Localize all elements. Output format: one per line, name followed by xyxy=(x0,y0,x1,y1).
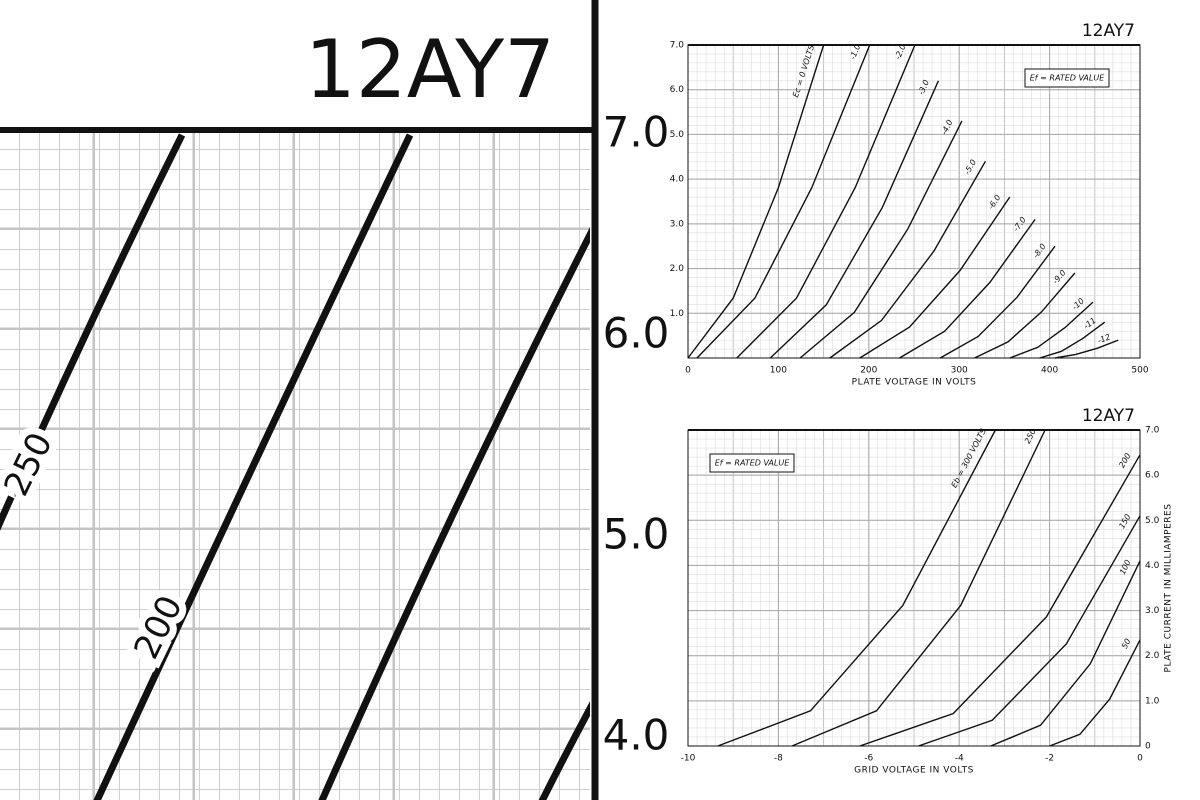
y-axis-label: PLATE CURRENT IN MILLIAMPERES xyxy=(1164,504,1174,673)
curve xyxy=(974,272,1076,359)
x-tick-label: 0 xyxy=(685,366,691,376)
zoom-curve xyxy=(538,701,590,800)
y-tick-label: 6.0 xyxy=(670,85,685,95)
annotation-box xyxy=(1024,68,1110,88)
y-tick-label: 1.0 xyxy=(1145,696,1160,706)
chart: 0 100 200 300 400 500 1.0 2.0 3.0 4.0 5.0 6.0 7.0 12A… xyxy=(670,21,1149,388)
zoom-tick-label: 4.0 xyxy=(603,711,670,760)
curve xyxy=(791,429,1046,747)
x-tick-label: 500 xyxy=(1131,366,1148,376)
curve xyxy=(696,44,871,359)
curve xyxy=(1009,301,1094,359)
curve xyxy=(859,196,1011,359)
x-tick-label: 0 xyxy=(1137,754,1143,764)
y-tick-label: 5.0 xyxy=(1145,516,1160,526)
curve xyxy=(769,80,940,359)
y-tick-label: 5.0 xyxy=(670,130,685,140)
y-tick-label: 1.0 xyxy=(670,309,685,319)
y-tick-label: 6.0 xyxy=(1145,471,1160,481)
y-tick-label: 4.0 xyxy=(1145,561,1160,571)
curve xyxy=(990,560,1141,747)
x-tick-label: -6 xyxy=(864,754,873,764)
curve xyxy=(687,44,825,359)
y-tick-label: 0 xyxy=(1145,742,1151,752)
x-tick-label: 100 xyxy=(770,366,787,376)
chart-title: 12AY7 xyxy=(1082,406,1135,426)
curve xyxy=(899,218,1036,359)
curve-label: 50 xyxy=(1120,637,1133,650)
curve xyxy=(939,245,1056,359)
x-tick-label: 200 xyxy=(860,366,877,376)
x-axis-label: GRID VOLTAGE IN VOLTS xyxy=(854,766,974,776)
zoom-curves xyxy=(0,133,590,800)
y-tick-label: 4.0 xyxy=(670,175,685,185)
y-tick-label: 3.0 xyxy=(670,219,685,229)
chart: -10 -8 -6 -4 -2 00 1.0 2.0 3.0 4.0 5.0 6.0 7.0 12AY7 G… xyxy=(681,406,1174,776)
annotation: Ef = RATED VALUE xyxy=(715,459,790,468)
zoom-grid-major xyxy=(0,133,590,800)
zoom-panel: 250 200 12AY7 xyxy=(0,0,599,800)
curve xyxy=(918,515,1141,747)
y-tick-label: 2.0 xyxy=(670,264,685,274)
curve-label: -12 xyxy=(1096,332,1111,345)
curve xyxy=(1039,321,1106,359)
curve xyxy=(1049,639,1141,747)
x-tick-label: 300 xyxy=(951,366,968,376)
x-tick-label: 400 xyxy=(1041,366,1058,376)
curve xyxy=(829,160,987,359)
curve xyxy=(717,429,997,747)
chart-title: 12AY7 xyxy=(1082,21,1135,41)
curve xyxy=(736,44,916,359)
zoom-tick-label: 7.0 xyxy=(603,108,670,157)
zoom-curve xyxy=(318,226,590,800)
x-tick-label: -4 xyxy=(955,754,964,764)
zoom-title: 12AY7 xyxy=(305,23,555,116)
zoom-curve xyxy=(0,133,186,531)
curve xyxy=(1054,339,1119,359)
x-tick-label: -8 xyxy=(774,754,783,764)
y-tick-label: 3.0 xyxy=(1145,606,1160,616)
annotation-box xyxy=(709,453,795,473)
x-axis-label: PLATE VOLTAGE IN VOLTS xyxy=(852,378,977,388)
y-tick-label: 7.0 xyxy=(670,41,685,51)
curve xyxy=(859,454,1141,747)
zoom-curve xyxy=(93,133,414,800)
annotation: Ef = RATED VALUE xyxy=(1030,74,1105,83)
curve xyxy=(799,120,963,359)
zoom-tick-label: 5.0 xyxy=(603,510,670,559)
x-tick-label: -2 xyxy=(1045,754,1054,764)
y-tick-label: 2.0 xyxy=(1145,651,1160,661)
x-tick-label: -10 xyxy=(681,754,696,764)
zoom-tick-label: 6.0 xyxy=(603,309,670,358)
y-tick-label: 7.0 xyxy=(1145,426,1160,436)
